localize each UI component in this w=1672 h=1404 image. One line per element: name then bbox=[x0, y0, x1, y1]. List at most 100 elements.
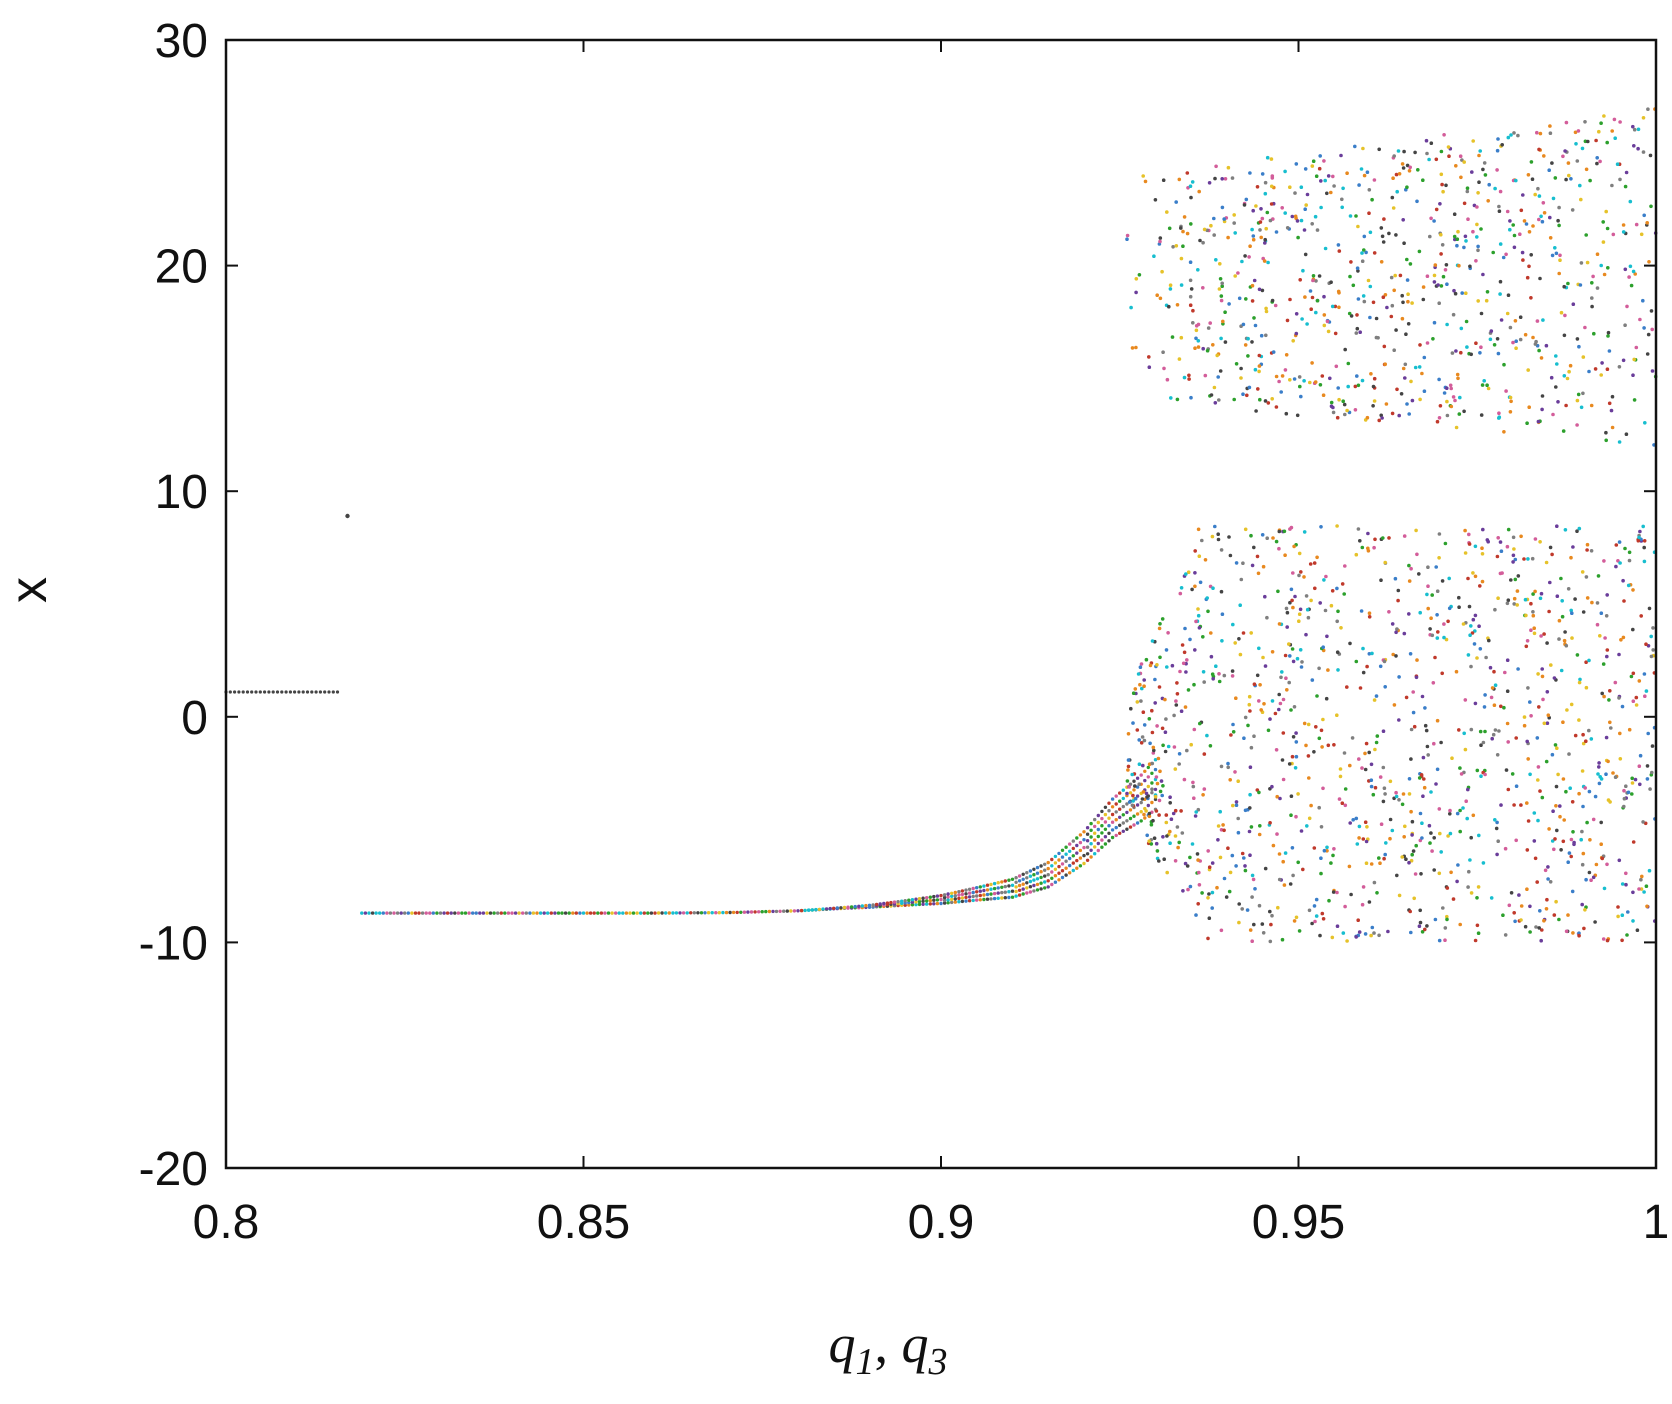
data-point bbox=[1549, 663, 1553, 667]
data-point bbox=[1572, 842, 1576, 847]
data-point bbox=[1542, 154, 1546, 158]
data-point bbox=[1360, 251, 1364, 255]
data-point bbox=[1644, 884, 1649, 888]
data-point bbox=[1464, 319, 1469, 324]
data-point bbox=[1223, 310, 1227, 315]
data-point bbox=[1243, 808, 1248, 813]
data-point bbox=[1580, 902, 1584, 907]
data-point bbox=[1449, 386, 1453, 391]
data-point bbox=[1226, 235, 1230, 240]
data-point bbox=[1408, 165, 1412, 170]
data-point bbox=[1242, 856, 1246, 860]
data-point bbox=[1043, 874, 1047, 878]
data-point bbox=[1165, 377, 1170, 382]
data-point bbox=[1562, 333, 1567, 338]
data-point bbox=[1361, 670, 1366, 675]
data-point bbox=[1621, 230, 1626, 234]
data-point bbox=[921, 896, 925, 900]
data-point bbox=[1196, 339, 1201, 343]
data-point bbox=[574, 911, 578, 915]
data-point bbox=[1248, 806, 1252, 810]
data-point bbox=[978, 885, 982, 889]
data-point bbox=[1158, 239, 1162, 244]
data-point bbox=[524, 911, 528, 915]
data-point bbox=[1340, 801, 1345, 805]
data-point bbox=[1283, 169, 1287, 174]
data-point bbox=[1485, 538, 1490, 542]
data-point bbox=[1452, 212, 1457, 216]
x-tick-label: 1 bbox=[1643, 1196, 1670, 1249]
data-point bbox=[1466, 787, 1470, 792]
data-point bbox=[456, 911, 461, 915]
data-point bbox=[1617, 365, 1622, 369]
data-point bbox=[1348, 763, 1352, 768]
data-point bbox=[1282, 883, 1287, 887]
data-point bbox=[1233, 770, 1237, 774]
data-point bbox=[1209, 654, 1214, 659]
data-point bbox=[1533, 856, 1538, 861]
data-point bbox=[1454, 349, 1458, 353]
data-point bbox=[982, 897, 986, 902]
data-point bbox=[1401, 218, 1405, 222]
data-point bbox=[1142, 678, 1146, 682]
data-point bbox=[1303, 295, 1307, 299]
data-point bbox=[1192, 796, 1196, 800]
data-point bbox=[1515, 589, 1520, 593]
data-point bbox=[1237, 637, 1241, 641]
data-point bbox=[1571, 931, 1575, 935]
data-point bbox=[1478, 149, 1482, 153]
data-point bbox=[1477, 833, 1481, 838]
data-point bbox=[1548, 545, 1553, 550]
data-point bbox=[1209, 393, 1214, 397]
data-point bbox=[1219, 294, 1224, 298]
data-point bbox=[1494, 826, 1499, 831]
data-point bbox=[1537, 348, 1541, 353]
data-point bbox=[1375, 734, 1380, 738]
data-point bbox=[1388, 836, 1392, 841]
data-point bbox=[1458, 808, 1462, 813]
data-point bbox=[1131, 799, 1135, 803]
data-point bbox=[1315, 228, 1320, 232]
data-point bbox=[1241, 631, 1246, 635]
data-point bbox=[1395, 189, 1399, 194]
data-point bbox=[921, 899, 925, 903]
data-point bbox=[1289, 525, 1294, 530]
data-point bbox=[1447, 154, 1451, 158]
data-point bbox=[1082, 838, 1086, 842]
data-point bbox=[1400, 293, 1404, 298]
data-point bbox=[935, 894, 940, 898]
data-point bbox=[1420, 694, 1425, 699]
data-point bbox=[1254, 204, 1258, 208]
data-point bbox=[1252, 922, 1256, 927]
data-point bbox=[1475, 656, 1479, 660]
data-point bbox=[1645, 352, 1650, 356]
data-point bbox=[1580, 570, 1585, 574]
data-point bbox=[1303, 252, 1308, 257]
data-point bbox=[1118, 823, 1122, 827]
data-point bbox=[1610, 425, 1615, 430]
data-point bbox=[1354, 816, 1359, 821]
data-point bbox=[1185, 171, 1190, 175]
data-point bbox=[424, 911, 428, 915]
data-point bbox=[1561, 429, 1566, 433]
data-point bbox=[1544, 759, 1549, 764]
data-point bbox=[946, 901, 950, 905]
data-point bbox=[1581, 391, 1585, 396]
data-point bbox=[1512, 911, 1516, 915]
data-point bbox=[1539, 938, 1543, 943]
data-point bbox=[1193, 549, 1197, 553]
data-point bbox=[1366, 278, 1371, 283]
y-tick-label: 0 bbox=[181, 692, 208, 745]
data-point bbox=[1201, 670, 1206, 674]
data-point bbox=[1096, 848, 1101, 853]
data-point bbox=[1483, 693, 1487, 697]
data-point bbox=[1177, 752, 1182, 756]
data-point bbox=[1493, 607, 1497, 612]
data-point bbox=[1201, 346, 1205, 351]
data-point bbox=[989, 892, 993, 896]
data-point bbox=[1597, 129, 1601, 134]
data-point bbox=[1025, 886, 1029, 890]
data-point bbox=[1642, 890, 1646, 894]
data-point bbox=[1397, 172, 1402, 176]
data-point bbox=[1153, 198, 1158, 202]
